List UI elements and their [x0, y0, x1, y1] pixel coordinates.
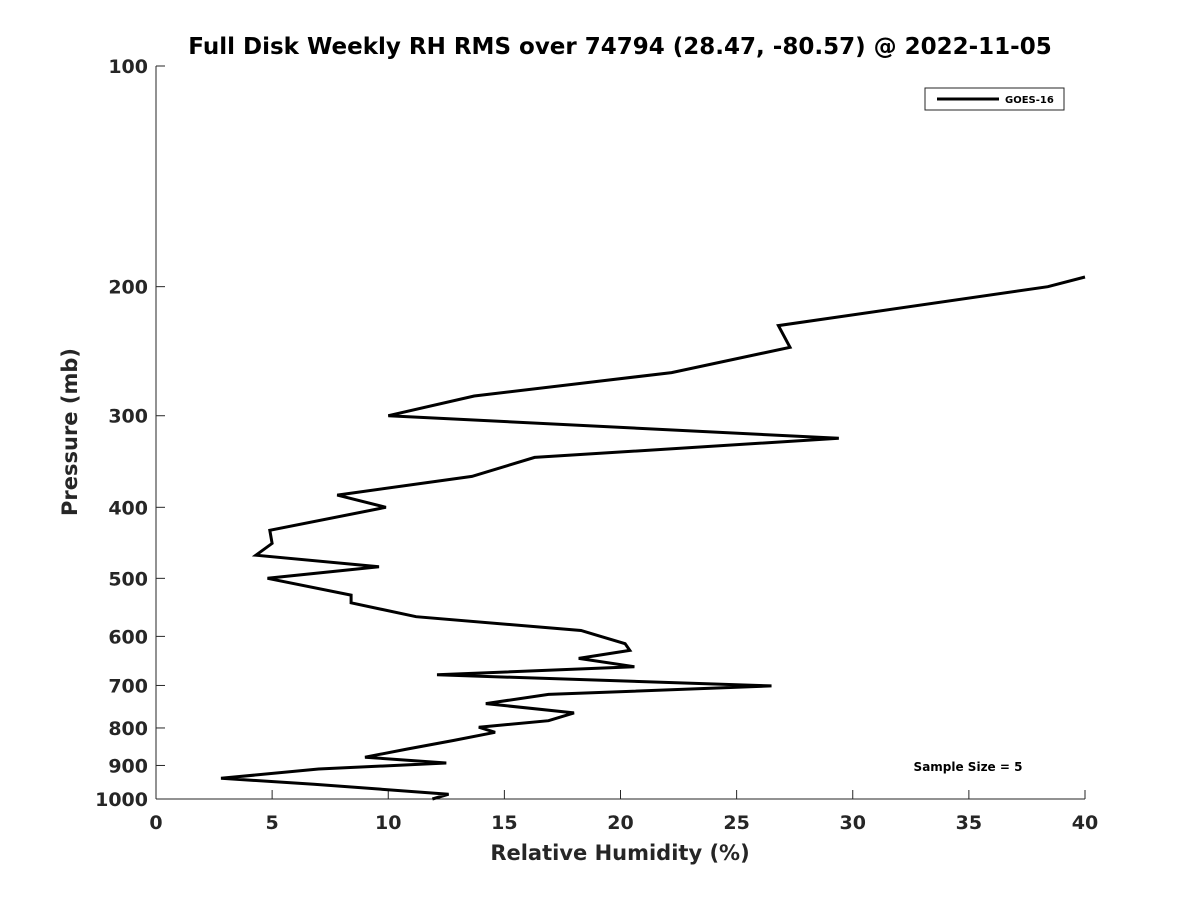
y-tick-label: 600: [108, 626, 148, 648]
chart-title: Full Disk Weekly RH RMS over 74794 (28.4…: [188, 34, 1051, 60]
x-tick-label: 15: [491, 812, 517, 834]
x-tick-label: 10: [375, 812, 401, 834]
y-axis-ticks: 100 200 300 400 500 600 700 800 900 1000: [95, 56, 165, 811]
x-axis-label: Relative Humidity (%): [490, 841, 749, 865]
legend-label-goes-16: GOES-16: [1005, 95, 1054, 106]
y-tick-label: 500: [108, 568, 148, 590]
series-line-goes-16: [220, 275, 1086, 801]
y-tick-label: 300: [108, 406, 148, 428]
x-tick-label: 40: [1072, 812, 1098, 834]
y-tick-label: 900: [108, 755, 148, 777]
series-lines: [220, 275, 1086, 801]
legend: GOES-16: [924, 87, 1065, 111]
x-tick-label: 0: [149, 812, 162, 834]
y-tick-label: 800: [108, 718, 148, 740]
y-tick-label: 1000: [95, 789, 148, 811]
y-tick-label: 200: [108, 277, 148, 299]
x-axis-ticks: 0 5 10 15 20 25 30 35 40: [149, 790, 1098, 834]
x-tick-label: 35: [956, 812, 982, 834]
x-tick-label: 30: [840, 812, 866, 834]
y-tick-label: 100: [108, 56, 148, 78]
sample-size-annotation: Sample Size = 5: [914, 760, 1023, 774]
y-tick-label: 400: [108, 497, 148, 519]
y-tick-label: 700: [108, 675, 148, 697]
x-tick-label: 20: [607, 812, 633, 834]
x-tick-label: 25: [723, 812, 749, 834]
y-axis-label: Pressure (mb): [58, 348, 82, 516]
axes: [155, 66, 1085, 800]
x-tick-label: 5: [266, 812, 279, 834]
